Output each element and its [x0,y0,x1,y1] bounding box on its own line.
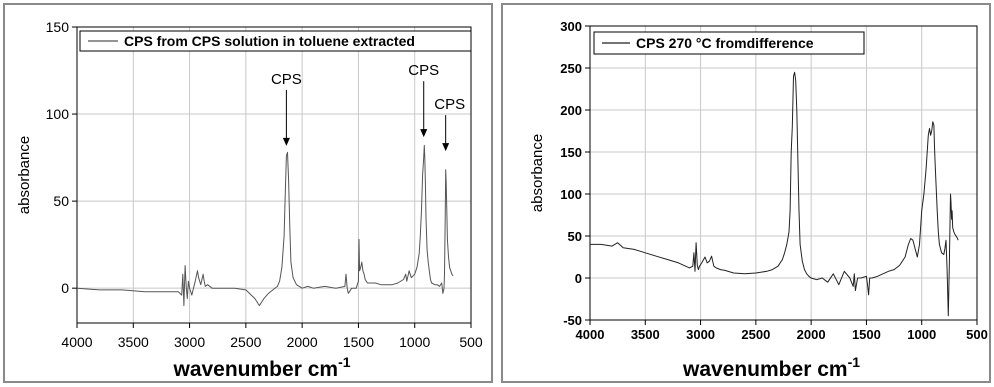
plot-area-border [589,25,978,321]
series-line [590,71,959,317]
y-tick-label: 300 [560,19,582,34]
y-tick-label: 250 [560,61,582,76]
legend-box [79,30,472,52]
chart-frame [501,3,991,383]
y-tick-label: 150 [560,145,582,160]
x-tick-label: 4000 [61,334,92,350]
y-tick-label: -50 [563,313,582,328]
x-tick-label: 1500 [343,334,374,350]
x-tick-label: 3000 [686,327,715,342]
legend-label: CPS from CPS solution in toluene extract… [124,33,415,49]
y-tick-label: 150 [46,19,70,35]
left-chart-panel: 4000 3500 3000 2500 2000 1500 1000 500 0 50 100 150… [0,0,496,387]
annotation-arrowhead [420,129,428,138]
x-tick-label: 500 [459,334,483,350]
left-chart: 4000 3500 3000 2500 2000 1500 1000 500 0 50 100 150… [16,19,483,381]
x-tick-label: 1500 [852,327,881,342]
x-tick-label: 1000 [399,334,430,350]
annotation-arrowhead [442,143,450,152]
x-tick-label: 3000 [174,334,205,350]
x-tick-label: 2000 [287,334,318,350]
y-tick-label: 200 [560,103,582,118]
y-tick-label: 0 [575,271,582,286]
x-axis-label: wavenumber cm-1 [682,354,860,381]
y-tick-label: 50 [568,229,582,244]
annotation-label: CPS [434,96,465,113]
x-tick-label: 500 [966,327,988,342]
y-tick-label: 100 [46,106,70,122]
chart-frame [3,3,493,383]
series-line [76,144,454,307]
x-axis-label: wavenumber cm-1 [172,354,350,381]
x-tick-label: 2500 [741,327,770,342]
annotation-arrowhead [282,137,290,146]
x-tick-label: 2000 [797,327,826,342]
x-tick-label: 2500 [230,334,261,350]
x-tick-label: 3500 [631,327,660,342]
x-tick-label: 1000 [907,327,936,342]
annotation-label: CPS [271,71,302,88]
x-tick-label: 4000 [576,327,605,342]
plot-area-border [76,26,472,324]
x-tick-label: 3500 [118,334,149,350]
y-tick-label: 50 [53,193,69,209]
right-chart-panel: 4000 3500 3000 2500 2000 1500 1000 500 -50 0 50 100… [498,0,994,387]
y-axis-label: absorbance [529,134,546,212]
y-tick-label: 0 [61,280,69,296]
right-chart: 4000 3500 3000 2500 2000 1500 1000 500 -50 0 50 100… [529,19,988,381]
y-tick-label: 100 [560,187,582,202]
y-axis-label: absorbance [16,136,33,214]
annotation-label: CPS [408,62,439,79]
legend-label: CPS 270 °C fromdifference [636,35,814,51]
legend-box [593,31,865,55]
